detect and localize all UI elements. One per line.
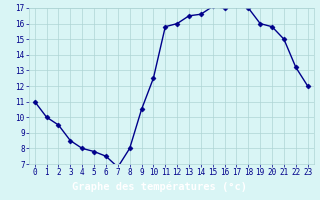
Text: Graphe des températures (°c): Graphe des températures (°c) — [73, 182, 247, 192]
